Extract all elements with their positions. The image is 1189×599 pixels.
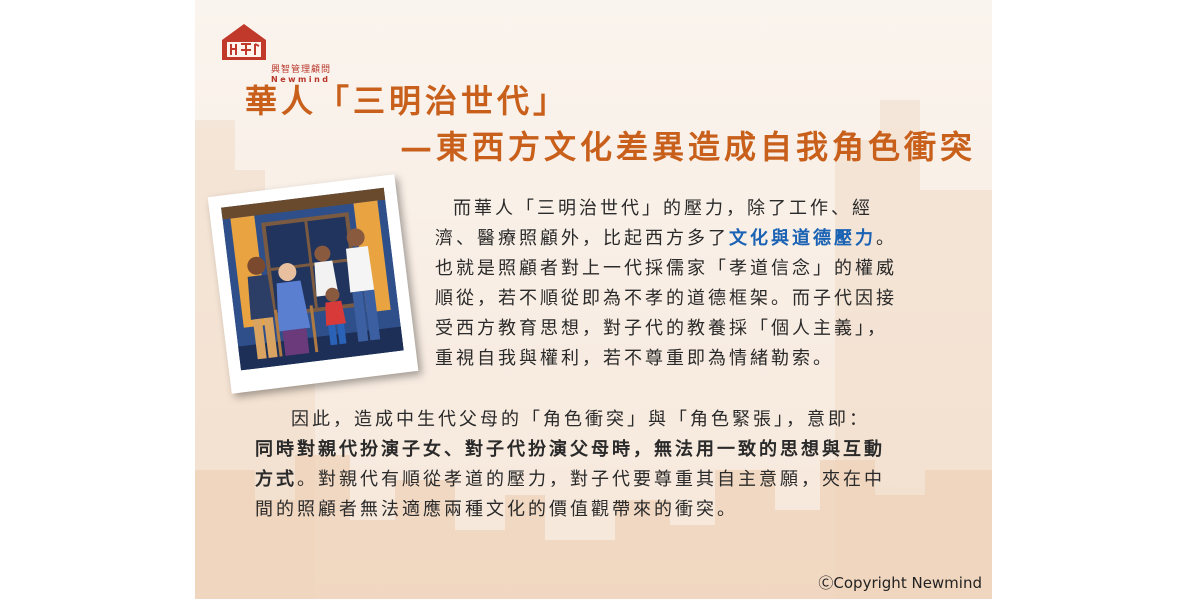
logo-chinese-name: 興智管理顧問: [271, 65, 332, 75]
paragraph-role-conflict: 因此，造成中生代父母的「角色衝突」與「角色緊張」，意即： 同時對親代扮演子女、對…: [255, 405, 955, 525]
paragraph-text: 。: [876, 228, 897, 249]
page-title: 華人「三明治世代」: [245, 82, 570, 120]
paragraph-line: 順從，若不順從即為不孝的道德框架。而子代因接: [435, 288, 897, 309]
company-logo: 興智管理顧問 Newmind: [219, 20, 349, 84]
page-subtitle: —東西方文化差異造成自我角色衝突: [400, 128, 977, 166]
paragraph-line-bold: 同時對親代扮演子女、對子代扮演父母時，無法用一致的思想與互動: [255, 439, 885, 460]
family-illustration: [221, 187, 404, 371]
family-photo-frame: [207, 174, 419, 394]
paragraph-line: 間的照顧者無法適應兩種文化的價值觀帶來的衝突。: [255, 499, 738, 520]
paragraph-line: 重視自我與權利，若不尊重即為情緒勒索。: [435, 348, 834, 369]
logo-english-name: Newmind: [271, 75, 331, 84]
paragraph-line: 濟、醫療照顧外，比起西方多了文化與道德壓力。: [435, 224, 955, 254]
paragraph-sandwich-pressure: 而華人「三明治世代」的壓力，除了工作、經 濟、醫療照顧外，比起西方多了文化與道德…: [435, 194, 955, 374]
slide: 興智管理顧問 Newmind 華人「三明治世代」 —東西方文化差異造成自我角色衝…: [195, 0, 992, 599]
paragraph-line: 而華人「三明治世代」的壓力，除了工作、經: [453, 198, 873, 219]
paragraph-bold-text: 方式: [255, 469, 297, 490]
copyright-notice: ⒸCopyright Newmind: [818, 574, 982, 592]
paragraph-text: 濟、醫療照顧外，比起西方多了: [435, 228, 729, 249]
highlight-culture-moral-pressure: 文化與道德壓力: [729, 228, 876, 249]
paragraph-line: 因此，造成中生代父母的「角色衝突」與「角色緊張」，意即：: [291, 409, 870, 430]
house-logo-icon: [222, 24, 266, 60]
paragraph-line: 受西方教育思想，對子代的教養採「個人主義」，: [435, 318, 888, 339]
paragraph-text: 。對親代有順從孝道的壓力，對子代要尊重其自主意願，夾在中: [297, 469, 885, 490]
paragraph-line: 也就是照顧者對上一代採儒家「孝道信念」的權威: [435, 258, 897, 279]
paragraph-line: 方式。對親代有順從孝道的壓力，對子代要尊重其自主意願，夾在中: [255, 465, 955, 495]
